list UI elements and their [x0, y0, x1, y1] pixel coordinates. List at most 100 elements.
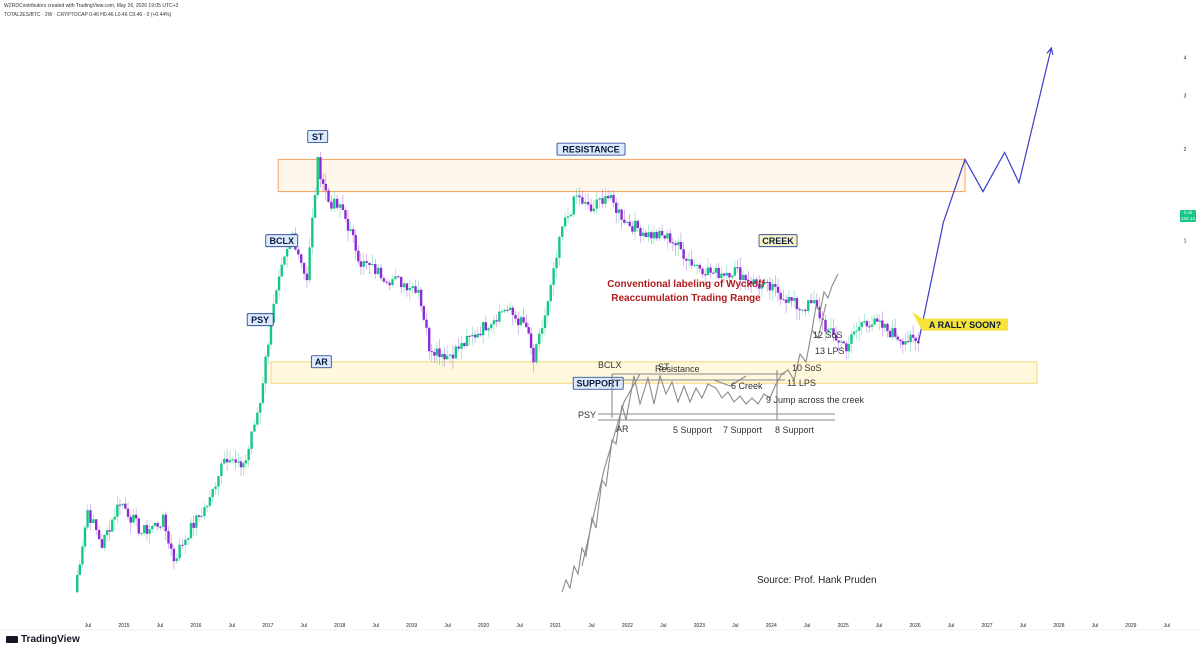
- candle-body: [744, 274, 747, 281]
- candle-body: [205, 505, 209, 508]
- candle-body: [308, 247, 311, 281]
- candle-body: [330, 201, 333, 209]
- candle-body: [169, 543, 173, 549]
- candle-body: [118, 504, 122, 506]
- candle-body: [706, 267, 710, 276]
- candle-body: [690, 259, 693, 266]
- insert-markup-leg-outer: [581, 373, 641, 567]
- candle-body: [341, 204, 345, 211]
- x-tick-label: 2015: [118, 623, 129, 629]
- candle-body: [184, 539, 187, 545]
- candle-body: [563, 217, 567, 227]
- tag-label: CREEK: [762, 236, 794, 246]
- candle-body: [316, 157, 319, 196]
- candle-body: [234, 459, 237, 463]
- candle-body: [899, 339, 902, 342]
- tag-box: [307, 130, 329, 143]
- candle-body: [671, 242, 675, 244]
- candle-body: [525, 322, 528, 328]
- zones-layer: [270, 158, 1038, 384]
- y-tick-label: 4: [1184, 55, 1187, 61]
- candle-body: [795, 298, 799, 310]
- candle-body: [89, 510, 92, 523]
- candle-body: [129, 516, 132, 523]
- y-tick-label: 2: [1184, 147, 1187, 153]
- candle-body: [283, 256, 286, 265]
- candle-body: [86, 510, 89, 528]
- x-tick-label: 2018: [334, 623, 345, 629]
- candle-body: [682, 249, 685, 259]
- insert-label-lps13: 13 LPS: [815, 346, 845, 356]
- candle-body: [275, 290, 278, 304]
- candle-body: [532, 347, 535, 363]
- candle-body: [798, 309, 801, 311]
- candle-body: [376, 267, 380, 275]
- candle-body: [790, 297, 793, 301]
- insert-markup-exit: [811, 273, 839, 331]
- insert-title-line2: Reaccumulation Trading Range: [611, 293, 761, 304]
- x-tick-label: 2019: [406, 623, 417, 629]
- candle-body: [327, 190, 330, 202]
- candle-body: [668, 233, 672, 243]
- candle-body: [438, 348, 441, 358]
- candle-body: [779, 292, 782, 300]
- tradingview-logo-icon: [6, 635, 18, 643]
- candle-body: [189, 522, 193, 539]
- candle-body: [430, 351, 433, 353]
- tradingview-logo[interactable]: TradingView: [6, 634, 80, 645]
- tag-box: [572, 376, 624, 390]
- tag-label: BCLX: [270, 236, 295, 246]
- candle-body: [845, 343, 848, 352]
- candle-body: [832, 328, 835, 335]
- candle-body: [153, 522, 157, 526]
- x-tick-label: Jul: [948, 623, 954, 629]
- candle-body: [842, 341, 845, 344]
- last-price-sub: 134.14: [1181, 216, 1195, 221]
- candle-body: [628, 221, 631, 227]
- candle-body: [385, 281, 388, 283]
- candle-body: [561, 226, 564, 237]
- candle-body: [881, 320, 884, 328]
- candle-body: [666, 233, 669, 239]
- candle-body: [272, 303, 275, 323]
- candle-body: [132, 514, 135, 523]
- candle-body: [178, 544, 181, 559]
- last-price-value: 0.46: [1183, 210, 1193, 215]
- insert-label-resistance: Resistance: [655, 364, 700, 374]
- candle-body: [519, 317, 523, 326]
- candle-body: [399, 276, 403, 288]
- candle-body: [617, 209, 621, 213]
- candle-body: [755, 279, 758, 285]
- candle-body: [868, 326, 871, 328]
- candle-body: [167, 531, 170, 544]
- candle-body: [674, 243, 677, 246]
- candle-body: [105, 530, 109, 535]
- tag-label: ST: [312, 132, 324, 142]
- candle-body: [812, 300, 816, 304]
- candle-body: [704, 274, 707, 276]
- candle-body: [804, 309, 807, 312]
- candle-body: [161, 514, 165, 527]
- projection-line: [917, 47, 1052, 344]
- tag-label: RESISTANCE: [562, 144, 619, 154]
- header-symbol-line: TOTAL2ES/BTC · 2W · CRYPTOCAP 0.46 H0.46…: [4, 12, 172, 18]
- candle-body: [285, 248, 289, 257]
- x-tick-label: Jul: [372, 623, 378, 629]
- candle-body: [757, 284, 761, 289]
- candle-body: [787, 297, 791, 303]
- candle-body: [815, 300, 819, 307]
- candle-body: [873, 318, 876, 325]
- candle-body: [771, 284, 774, 291]
- candle-body: [354, 235, 357, 251]
- candle-body: [269, 322, 273, 345]
- x-tick-label: 2021: [550, 623, 561, 629]
- candle-body: [644, 232, 648, 237]
- candle-body: [408, 288, 411, 291]
- candle-body: [566, 216, 570, 218]
- insert-source: Source: Prof. Hank Pruden: [757, 575, 877, 586]
- candle-body: [346, 218, 350, 231]
- projection-layer: [917, 46, 1054, 344]
- insert-title-line1: Conventional labeling of Wyckoff: [607, 279, 765, 290]
- candle-body: [896, 336, 899, 340]
